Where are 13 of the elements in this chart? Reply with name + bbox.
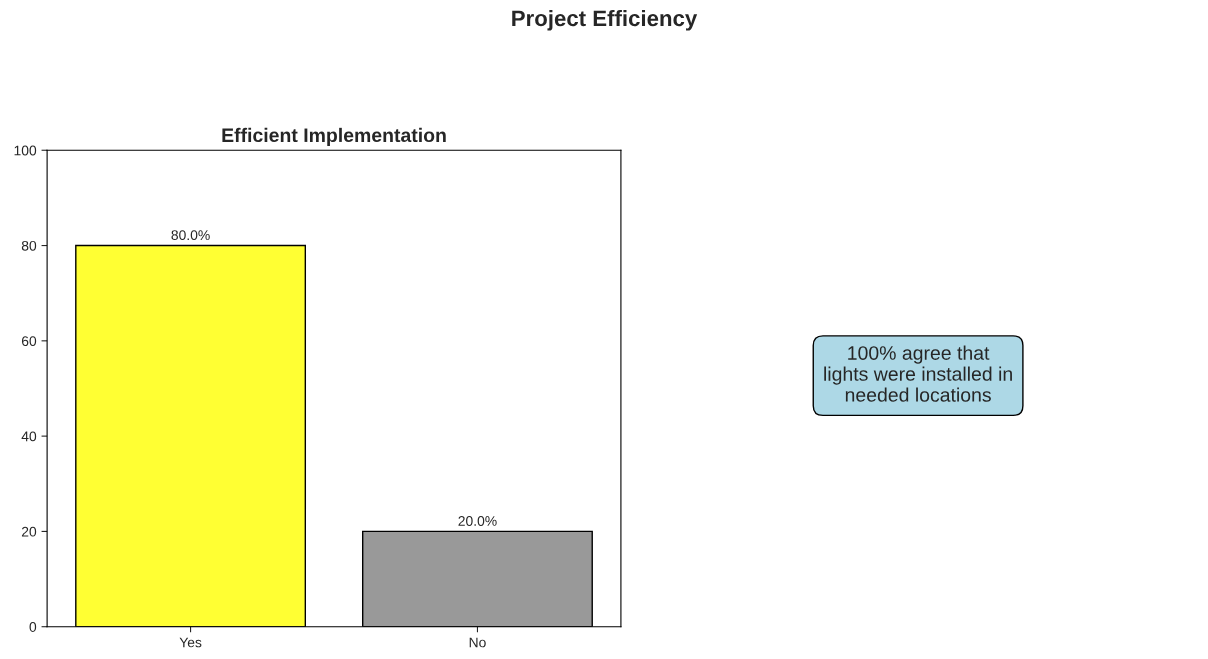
chart-title: Efficient Implementation [222,127,446,146]
text: 100% agree that lights were installed in needed locations [824,345,1012,402]
data-label: 80.0% [171,230,210,241]
text: Project Efficiency [512,9,698,31]
x-tick-label: Yes [179,637,202,648]
x-tick-label: No [469,637,486,648]
y-tick-label: 100 [14,145,37,156]
data-label: 20.0% [458,516,497,526]
y-tick-label: 60 [21,336,37,346]
y-tick-label: 40 [21,431,37,442]
y-tick-label: 20 [21,526,37,537]
y-tick-label: 80 [21,240,37,251]
y-tick-label: 0 [29,622,37,632]
